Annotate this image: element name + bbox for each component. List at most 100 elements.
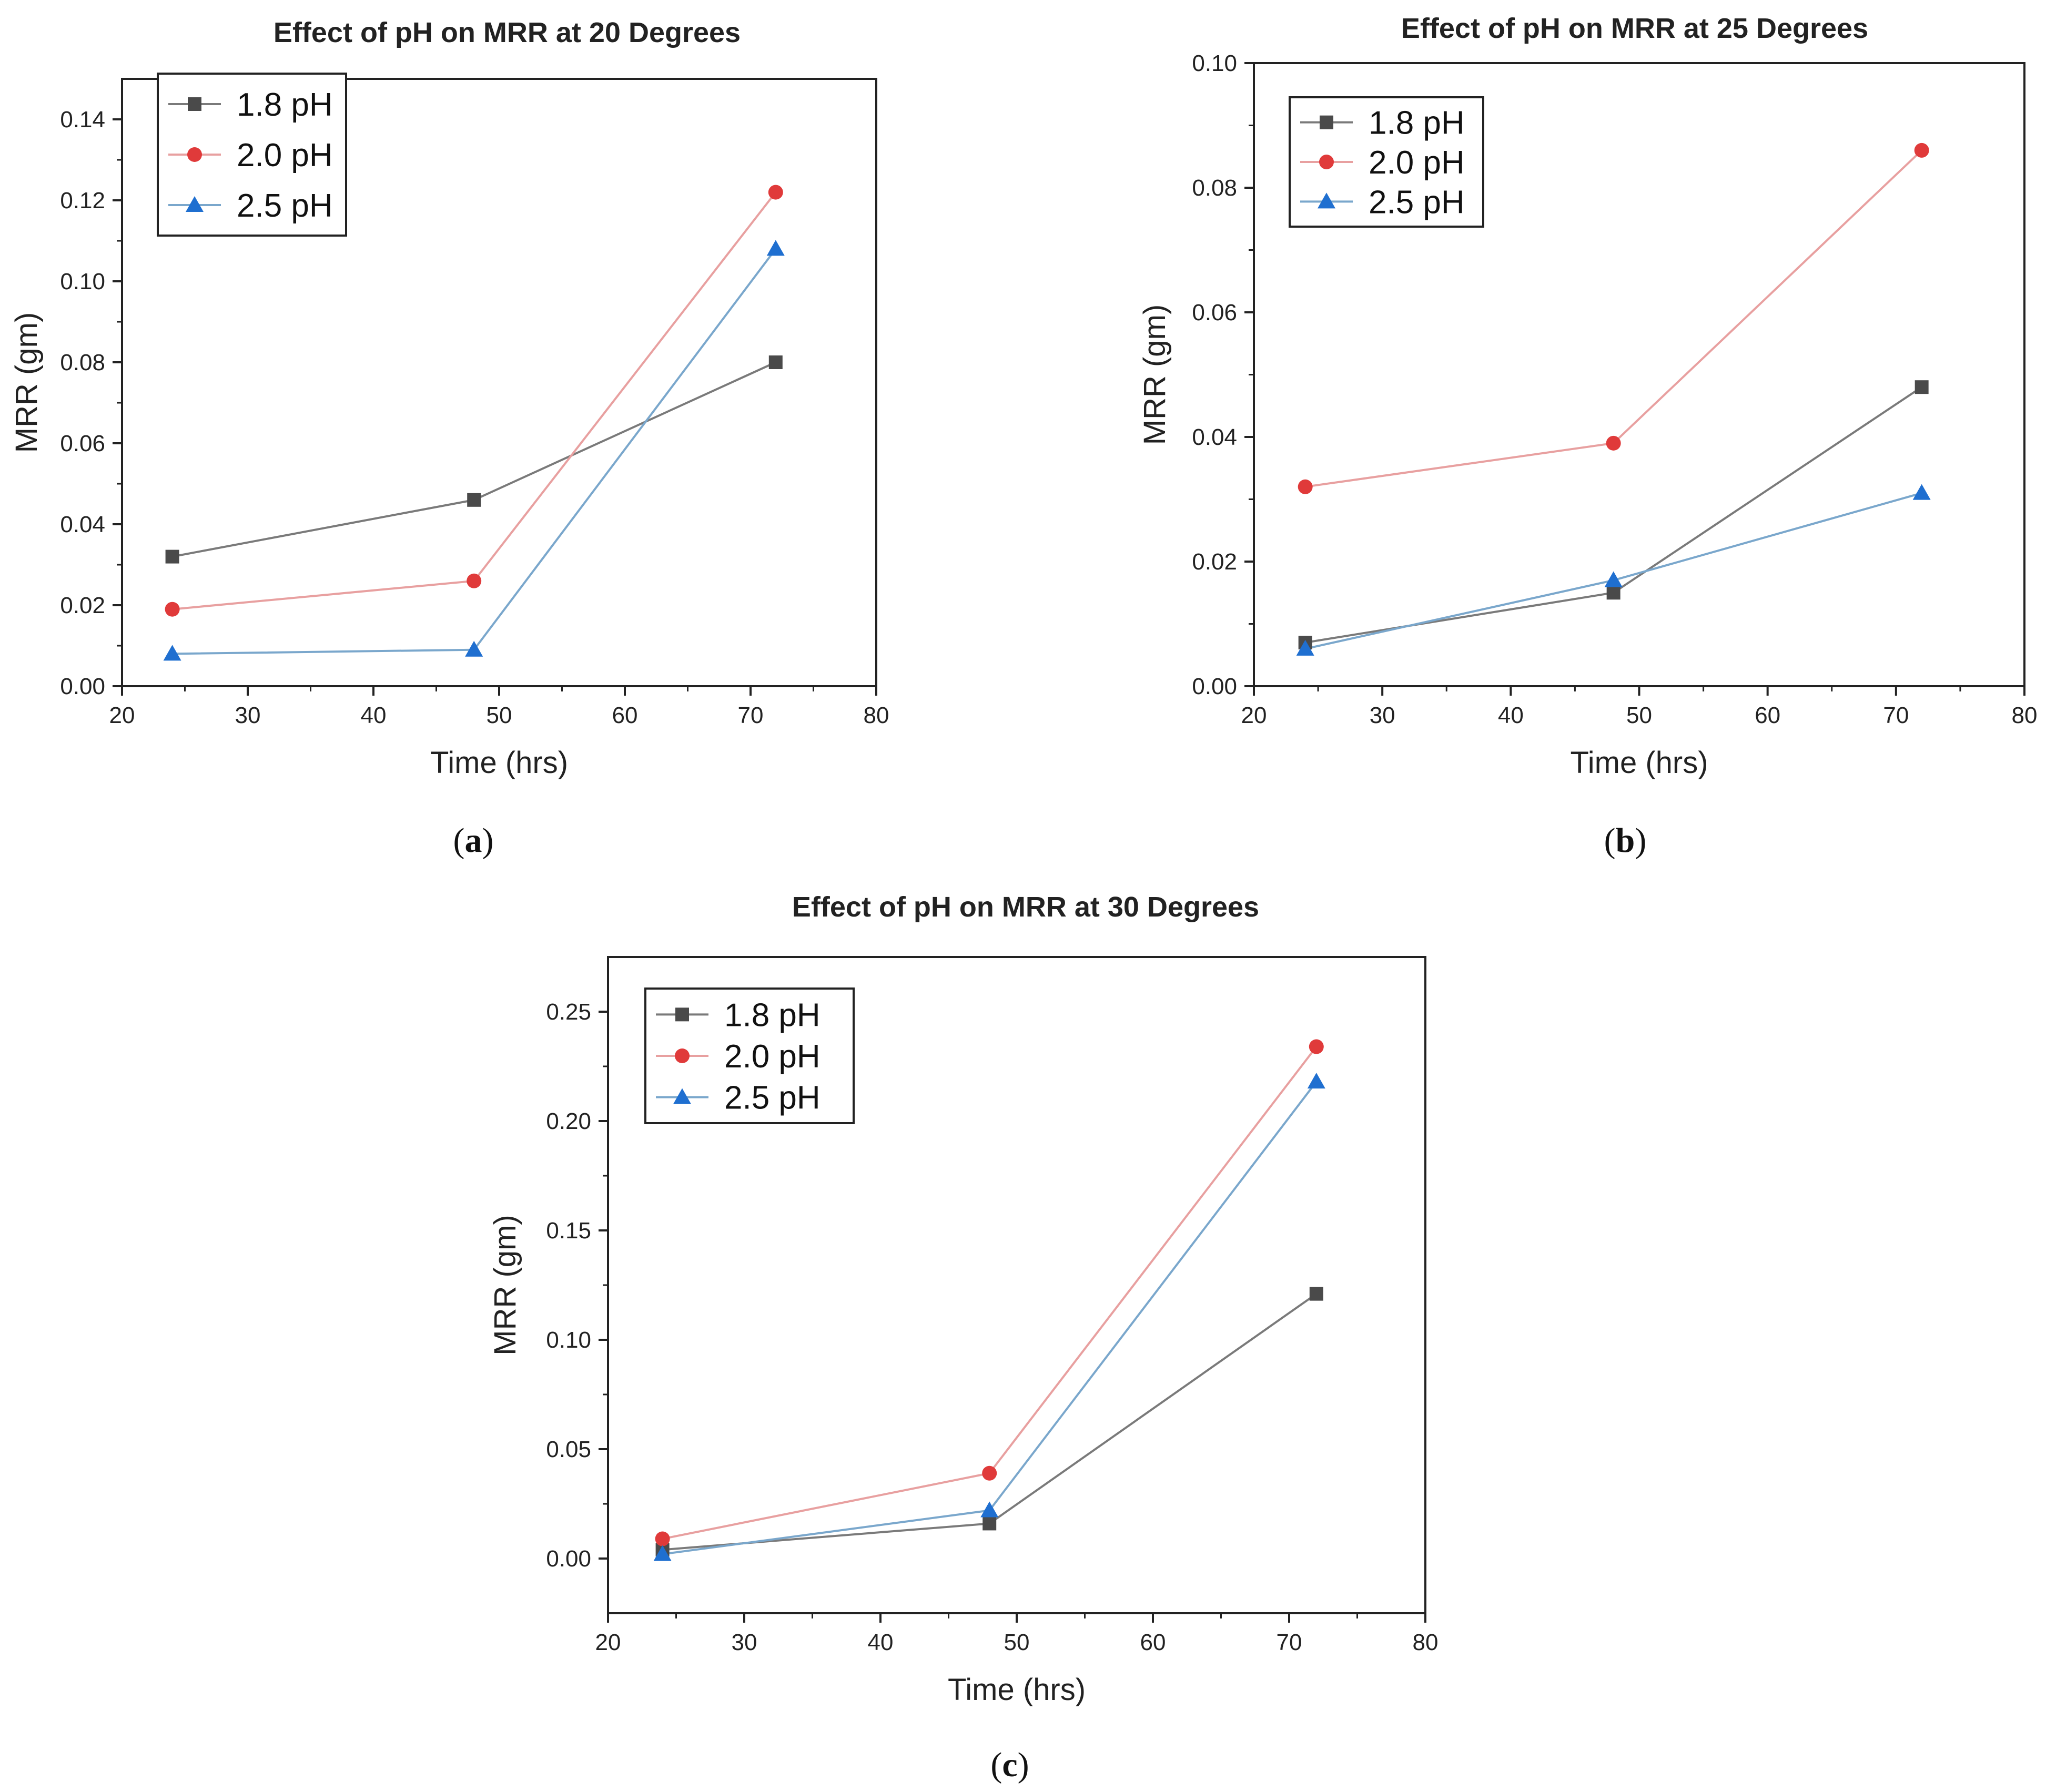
y-tick-label: 0.00 [1192,674,1237,699]
x-axis-label: Time (hrs) [430,746,568,780]
legend-entry: 2.0 pH [1369,145,1465,181]
data-point [165,602,180,617]
x-tick-label: 20 [595,1630,621,1655]
data-point [467,493,481,507]
legend-entry: 2.5 pH [724,1080,821,1116]
x-tick-label: 30 [732,1630,757,1655]
data-point [1309,1039,1324,1054]
data-point [467,573,482,588]
x-tick-label: 40 [361,702,387,728]
legend-marker [186,196,204,212]
chart-panel-a: Effect of pH on MRR at 20 Degrees 20 30 40 5… [9,17,889,860]
data-point [1309,1287,1323,1301]
data-point [1606,586,1620,600]
y-axis-label: MRR (gm) [488,1215,522,1355]
y-tick-label: 0.10 [546,1327,591,1353]
y-tick-label: 0.06 [1192,300,1237,325]
chart-title: Effect of pH on MRR at 20 Degrees [274,17,741,48]
caption-letter: a [465,821,482,860]
y-tick-label: 0.10 [1192,50,1237,76]
y-tick-label: 0.10 [60,269,105,294]
series-line-2-5-pH [662,1081,1318,1555]
caption-paren: ( [1604,821,1616,860]
y-tick-label: 0.00 [60,674,105,699]
y-tick-label: 0.15 [546,1218,591,1244]
caption-paren: ) [482,821,494,860]
x-tick-label: 60 [612,702,638,728]
y-tick-label: 0.14 [60,107,105,133]
panel-caption: (b) [1604,821,1647,860]
caption-letter: c [1002,1746,1017,1784]
legend-marker [1318,192,1335,209]
data-point [655,1531,670,1546]
x-tick-label: 50 [487,702,512,728]
x-tick-label: 80 [864,702,889,728]
y-tick-label: 0.12 [60,188,105,213]
legend-entry: 2.5 pH [1369,184,1465,220]
data-point [766,240,785,256]
data-point [1915,380,1929,394]
legend-entry: 1.8 pH [237,87,333,123]
legend-entry: 2.0 pH [237,137,333,174]
x-tick-label: 30 [1370,702,1395,728]
y-tick-label: 0.02 [60,593,105,618]
data-point [1307,1073,1325,1089]
y-tick-label: 0.20 [546,1108,591,1134]
panel-caption: (a) [453,821,494,860]
data-point [1298,479,1313,494]
x-tick-label: 50 [1004,1630,1030,1655]
y-tick-label: 0.06 [60,431,105,456]
y-axis-label: MRR (gm) [9,312,44,453]
caption-paren: ( [453,821,465,860]
y-tick-label: 0.02 [1192,549,1237,575]
x-tick-label: 70 [738,702,764,728]
legend-marker [187,147,202,162]
x-tick-label: 70 [1277,1630,1302,1655]
data-point [980,1501,999,1518]
caption-letter: b [1616,821,1635,860]
series-line-1-8-pH [172,361,776,558]
data-point [465,640,483,657]
series-line-2-5-pH [1305,492,1922,650]
y-tick-label: 0.05 [546,1437,591,1462]
caption-paren: ) [1635,821,1646,860]
data-point [768,355,783,369]
x-tick-label: 80 [2012,702,2038,728]
chart-panel-b: Effect of pH on MRR at 25 Degrees 20 30 40 5… [1138,13,2037,860]
data-point [1914,142,1929,158]
chart-title: Effect of pH on MRR at 25 Degrees [1401,13,1868,44]
x-tick-label: 70 [1883,702,1909,728]
y-tick-label: 0.25 [546,999,591,1025]
caption-paren: ) [1018,1746,1029,1784]
caption-paren: ( [990,1746,1002,1784]
x-tick-label: 20 [109,702,135,728]
legend-entry: 2.0 pH [724,1038,821,1075]
legend-entry: 2.5 pH [237,188,333,224]
y-tick-label: 0.00 [546,1546,591,1572]
y-tick-label: 0.04 [60,512,105,537]
legend-marker [1320,115,1333,129]
y-tick-label: 0.08 [1192,175,1237,201]
x-tick-label: 20 [1241,702,1267,728]
legend-marker [1319,155,1334,169]
legend-entry: 1.8 pH [1369,105,1465,141]
legend-marker [675,1007,689,1022]
data-point [983,1516,997,1531]
data-point [768,185,783,200]
y-tick-label: 0.08 [60,350,105,375]
chart-panel-c: Effect of pH on MRR at 30 Degrees 20 30 40 5… [488,891,1438,1784]
x-tick-label: 60 [1755,702,1780,728]
data-point [165,549,179,564]
legend-marker [675,1048,690,1063]
panel-caption: (c) [990,1746,1029,1784]
series-line-1-8-pH [1305,386,1922,644]
data-point [1604,571,1623,587]
data-point [653,1545,672,1561]
legend-marker [673,1088,691,1104]
data-point [163,645,181,661]
x-tick-label: 60 [1140,1630,1166,1655]
y-tick-label: 0.04 [1192,424,1237,450]
x-axis-label: Time (hrs) [948,1673,1086,1707]
x-tick-label: 80 [1413,1630,1439,1655]
